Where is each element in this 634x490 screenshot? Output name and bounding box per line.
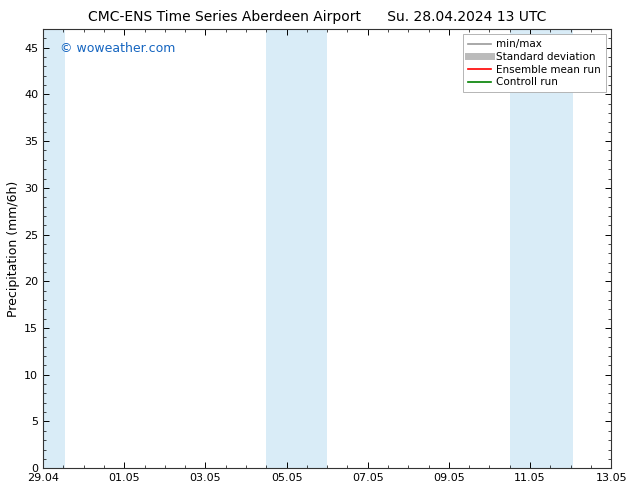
Bar xyxy=(266,29,327,468)
Legend: min/max, Standard deviation, Ensemble mean run, Controll run: min/max, Standard deviation, Ensemble me… xyxy=(463,34,606,93)
Bar xyxy=(510,29,573,468)
Text: © woweather.com: © woweather.com xyxy=(60,42,176,55)
Bar xyxy=(41,29,65,468)
Y-axis label: Precipitation (mm/6h): Precipitation (mm/6h) xyxy=(7,180,20,317)
Text: CMC-ENS Time Series Aberdeen Airport      Su. 28.04.2024 13 UTC: CMC-ENS Time Series Aberdeen Airport Su.… xyxy=(88,10,546,24)
